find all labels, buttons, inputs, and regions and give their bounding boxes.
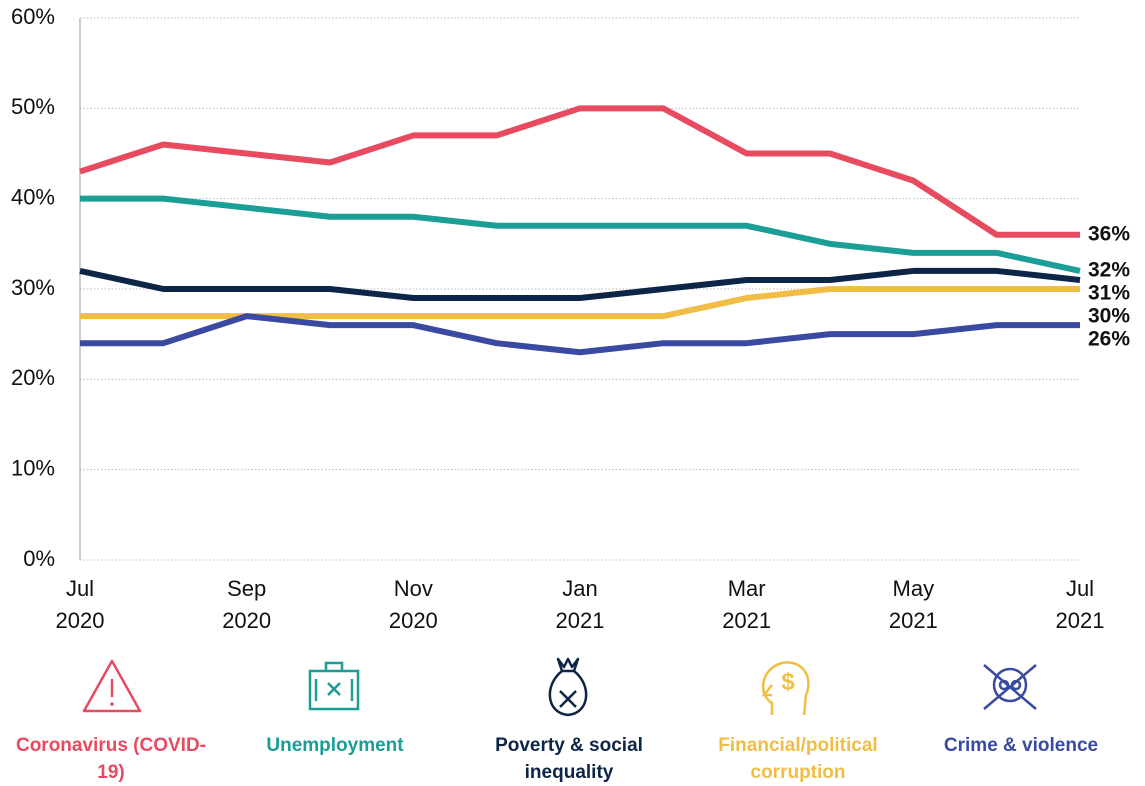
- value-label: 32%: [1088, 258, 1130, 281]
- legend-entry: Unemployment: [266, 735, 404, 756]
- value-label: 26%: [1088, 327, 1130, 350]
- chart: 0% 10% 20% 30% 40% 50% 60% Jul 2020 Sep 2020 Nov 202…: [11, 4, 1130, 633]
- y-tick-label: 40%: [11, 184, 55, 209]
- value-label: 31%: [1088, 281, 1130, 304]
- x-tick-label: Sep 2020: [222, 576, 271, 633]
- series-line: [79, 105, 1080, 238]
- value-label: 30%: [1088, 304, 1130, 327]
- icon-head: $: [761, 661, 810, 716]
- y-tick-label: 50%: [11, 94, 55, 119]
- icon-bag: [548, 657, 588, 717]
- icon-warning: [82, 659, 142, 713]
- y-tick-label: 20%: [11, 365, 55, 390]
- legend-entry: Coronavirus (COVID-19): [15, 735, 207, 783]
- icon-briefcase: [308, 661, 360, 711]
- legend-entry: Crime & violence: [943, 735, 1099, 756]
- y-tick-label: 30%: [11, 275, 55, 300]
- x-tick-label: May 2021: [889, 576, 938, 633]
- y-tick-label: 10%: [11, 455, 55, 480]
- y-tick-label: 60%: [11, 4, 55, 29]
- series-line: [80, 286, 1080, 320]
- x-tick-label: Jul 2021: [1056, 576, 1105, 633]
- svg-text:$: $: [781, 668, 795, 695]
- series-line: [80, 313, 1080, 356]
- value-label: 36%: [1088, 222, 1130, 245]
- legend-entry: Poverty & social inequality: [495, 735, 643, 783]
- series-line: [79, 267, 1081, 302]
- series-line: [80, 195, 1081, 274]
- icon-skull: [983, 664, 1037, 710]
- x-tick-label: Jul 2020: [56, 576, 105, 633]
- x-tick-label: Mar 2021: [722, 576, 771, 633]
- legend-entry: Financial/political corruption: [718, 735, 878, 783]
- x-tick-label: Nov 2020: [389, 576, 438, 633]
- y-tick-label: 0%: [23, 546, 55, 571]
- x-tick-label: Jan 2021: [556, 576, 605, 633]
